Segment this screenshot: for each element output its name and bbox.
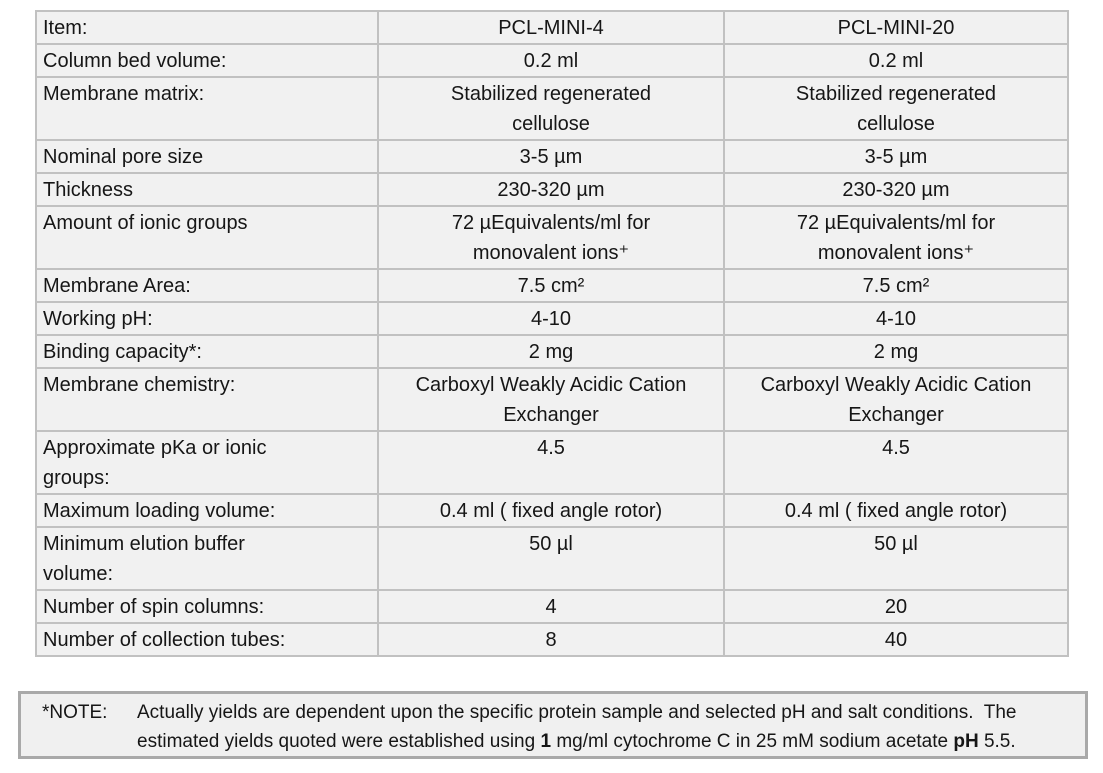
spec-label-cell: Column bed volume:	[35, 43, 379, 78]
note-box: *NOTE: Actually yields are dependent upo…	[18, 691, 1088, 759]
spec-value-cell: 50 µl	[377, 526, 725, 591]
spec-value-cell: 0.4 ml ( fixed angle rotor)	[377, 493, 725, 528]
spec-value-cell: 230-320 µm	[723, 172, 1069, 207]
table-row-thickness: Thickness 230-320 µm 230-320 µm	[35, 172, 1069, 207]
table-row-pore-size: Nominal pore size 3-5 µm 3-5 µm	[35, 139, 1069, 174]
spec-value-cell: 230-320 µm	[377, 172, 725, 207]
spec-label-cell: Amount of ionic groups	[35, 205, 379, 270]
spec-value-cell: 0.2 ml	[377, 43, 725, 78]
table-row-collection-tubes: Number of collection tubes: 8 40	[35, 622, 1069, 657]
table-row-spin-columns: Number of spin columns: 4 20	[35, 589, 1069, 624]
spec-label-cell: Item:	[35, 10, 379, 45]
spec-value-cell: 20	[723, 589, 1069, 624]
table-row-pka: Approximate pKa or ionic groups: 4.5 4.5	[35, 430, 1069, 495]
spec-label-cell: Membrane matrix:	[35, 76, 379, 141]
spec-value-cell: Carboxyl Weakly Acidic Cation Exchanger	[377, 367, 725, 432]
spec-value-cell: 0.2 ml	[723, 43, 1069, 78]
table-row-membrane-matrix: Membrane matrix: Stabilized regenerated …	[35, 76, 1069, 141]
spec-label-cell: Number of spin columns:	[35, 589, 379, 624]
spec-label-cell: Nominal pore size	[35, 139, 379, 174]
spec-value-cell: PCL-MINI-4	[377, 10, 725, 45]
spec-value-cell: Carboxyl Weakly Acidic Cation Exchanger	[723, 367, 1069, 432]
table-row-binding-capacity: Binding capacity*: 2 mg 2 mg	[35, 334, 1069, 369]
spec-label-cell: Number of collection tubes:	[35, 622, 379, 657]
spec-value-cell: 4-10	[723, 301, 1069, 336]
spec-value-cell: Stabilized regenerated cellulose	[723, 76, 1069, 141]
spec-value-cell: 2 mg	[377, 334, 725, 369]
spec-label-cell: Approximate pKa or ionic groups:	[35, 430, 379, 495]
spec-value-cell: 72 µEquivalents/ml for monovalent ions⁺	[723, 205, 1069, 270]
table-row-membrane-chemistry: Membrane chemistry: Carboxyl Weakly Acid…	[35, 367, 1069, 432]
spec-value-cell: 3-5 µm	[723, 139, 1069, 174]
spec-value-cell: 72 µEquivalents/ml for monovalent ions⁺	[377, 205, 725, 270]
spec-table: Item: PCL-MINI-4 PCL-MINI-20 Column bed …	[35, 10, 1069, 657]
spec-value-cell: 4-10	[377, 301, 725, 336]
spec-label-cell: Working pH:	[35, 301, 379, 336]
table-row-membrane-area: Membrane Area: 7.5 cm² 7.5 cm²	[35, 268, 1069, 303]
table-row-ionic-groups: Amount of ionic groups 72 µEquivalents/m…	[35, 205, 1069, 270]
spec-value-cell: 3-5 µm	[377, 139, 725, 174]
spec-value-cell: 2 mg	[723, 334, 1069, 369]
spec-label-cell: Thickness	[35, 172, 379, 207]
spec-value-cell: PCL-MINI-20	[723, 10, 1069, 45]
spec-value-cell: 7.5 cm²	[377, 268, 725, 303]
spec-label-cell: Maximum loading volume:	[35, 493, 379, 528]
spec-value-cell: Stabilized regenerated cellulose	[377, 76, 725, 141]
spec-value-cell: 4	[377, 589, 725, 624]
table-row-max-loading: Maximum loading volume: 0.4 ml ( fixed a…	[35, 493, 1069, 528]
spec-value-cell: 0.4 ml ( fixed angle rotor)	[723, 493, 1069, 528]
table-row-item: Item: PCL-MINI-4 PCL-MINI-20	[35, 10, 1069, 45]
spec-value-cell: 4.5	[377, 430, 725, 495]
table-row-bed-volume: Column bed volume: 0.2 ml 0.2 ml	[35, 43, 1069, 78]
note-text: Actually yields are dependent upon the s…	[137, 702, 1017, 752]
spec-label-cell: Membrane chemistry:	[35, 367, 379, 432]
spec-value-cell: 8	[377, 622, 725, 657]
spec-label-cell: Membrane Area:	[35, 268, 379, 303]
spec-value-cell: 7.5 cm²	[723, 268, 1069, 303]
spec-value-cell: 50 µl	[723, 526, 1069, 591]
spec-label-cell: Minimum elution buffer volume:	[35, 526, 379, 591]
table-row-working-ph: Working pH: 4-10 4-10	[35, 301, 1069, 336]
table-row-min-elution: Minimum elution buffer volume: 50 µl 50 …	[35, 526, 1069, 591]
spec-label-cell: Binding capacity*:	[35, 334, 379, 369]
spec-value-cell: 4.5	[723, 430, 1069, 495]
spec-value-cell: 40	[723, 622, 1069, 657]
note-label: *NOTE:	[42, 702, 108, 723]
